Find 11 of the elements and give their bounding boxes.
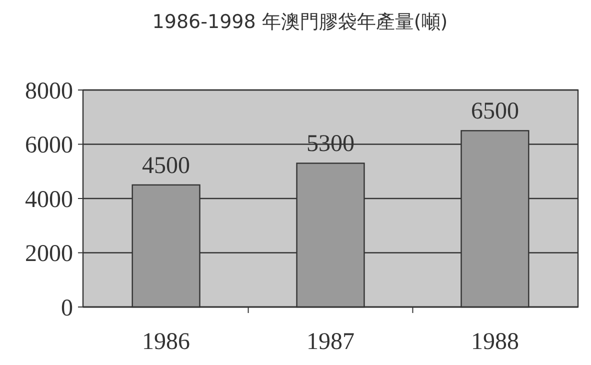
y-tick-label: 0 (61, 295, 73, 322)
chart-title: 1986-1998 年澳門膠袋年產量(噸) (152, 11, 448, 33)
y-tick-label: 6000 (25, 132, 73, 159)
data-label: 6500 (470, 98, 519, 125)
y-tick-label: 2000 (25, 241, 73, 268)
y-tick-label: 4000 (25, 186, 73, 213)
x-tick-label: 1986 (142, 329, 190, 355)
y-tick-label: 8000 (25, 78, 73, 104)
x-tick-label: 1987 (306, 329, 354, 355)
data-label: 4500 (142, 152, 190, 179)
x-tick-label: 1988 (470, 329, 519, 355)
